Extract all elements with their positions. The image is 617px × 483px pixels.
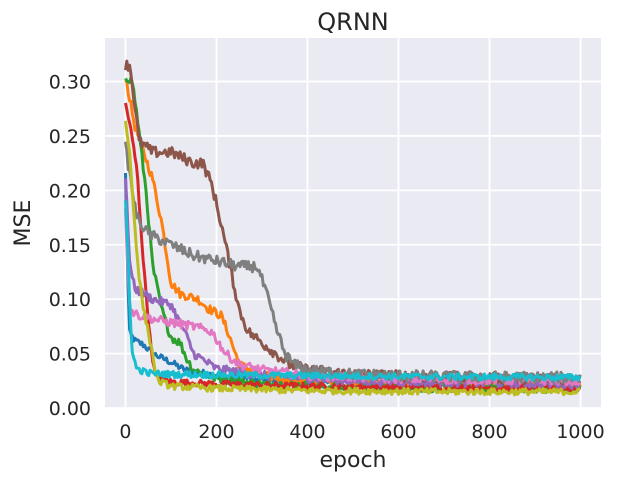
y-tick-label: 0.25 (49, 126, 91, 148)
y-axis-ticks: 0.00 0.05 0.10 0.15 0.20 0.25 0.30 (49, 72, 91, 420)
x-axis-ticks: 0 200 400 600 800 1000 (119, 421, 604, 443)
y-tick-label: 0.00 (49, 398, 91, 420)
y-tick-label: 0.15 (49, 235, 91, 257)
y-tick-label: 0.10 (49, 289, 91, 311)
plot-background (105, 38, 601, 408)
series-line (124, 200, 582, 382)
series-line (124, 102, 581, 393)
series-line (124, 120, 581, 397)
grid (105, 38, 601, 409)
y-axis-label: MSE (11, 200, 36, 247)
x-tick-label: 0 (119, 421, 131, 443)
x-tick-label: 1000 (556, 421, 604, 443)
y-tick-label: 0.20 (49, 180, 91, 202)
y-tick-label: 0.30 (49, 72, 91, 94)
x-axis-label: epoch (320, 448, 387, 473)
series-layer (124, 59, 582, 397)
y-tick-label: 0.05 (49, 344, 91, 366)
x-tick-label: 200 (198, 421, 234, 443)
chart-title: QRNN (317, 8, 388, 36)
x-tick-label: 600 (380, 421, 416, 443)
x-tick-label: 400 (289, 421, 325, 443)
x-tick-label: 800 (471, 421, 507, 443)
